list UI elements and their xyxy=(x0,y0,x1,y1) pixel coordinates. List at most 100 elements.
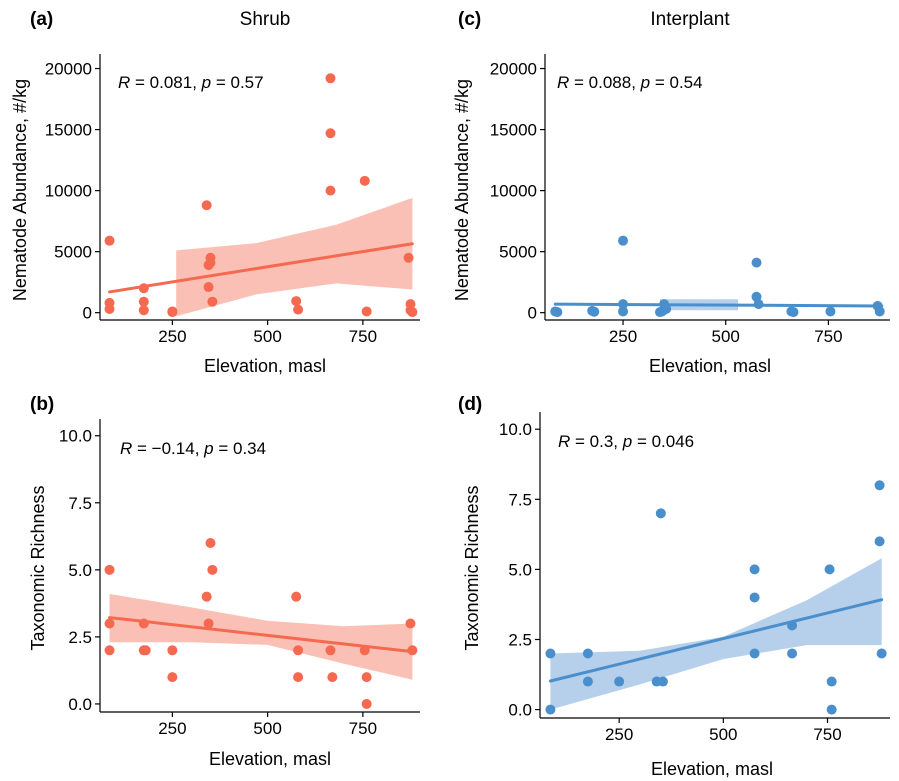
y-tick-label: 5000 xyxy=(54,243,92,262)
data-point xyxy=(582,676,593,687)
panel-letter: (d) xyxy=(458,394,482,415)
y-tick-label: 0 xyxy=(83,304,92,323)
data-point xyxy=(104,618,115,629)
stat-equals: = xyxy=(569,73,588,92)
confidence-band xyxy=(109,594,413,680)
data-point xyxy=(207,564,218,575)
data-point xyxy=(203,282,214,293)
data-point xyxy=(205,257,216,268)
data-point xyxy=(138,283,149,294)
stat-equals: = xyxy=(214,439,233,458)
x-axis-label: Elevation, masl xyxy=(204,356,326,376)
data-point xyxy=(325,128,336,139)
x-tick-label: 250 xyxy=(158,719,186,738)
data-point xyxy=(167,672,178,683)
data-point xyxy=(753,299,764,310)
y-tick-label: 7.5 xyxy=(68,494,92,513)
data-point xyxy=(361,672,372,683)
data-point xyxy=(138,296,149,307)
axes: 250 500 750 0.0 2.5 5.0 7.5 10.0 xyxy=(59,419,420,738)
data-point xyxy=(138,618,149,629)
y-axis-label: Taxonomic Richness xyxy=(462,485,482,650)
data-point xyxy=(545,704,556,715)
data-point xyxy=(874,480,885,491)
data-point xyxy=(359,175,370,186)
x-tick-label: 750 xyxy=(813,725,841,744)
y-tick-label: 20000 xyxy=(490,60,537,79)
y-tick-label: 10000 xyxy=(490,182,537,201)
data-point xyxy=(614,676,625,687)
data-point xyxy=(104,235,115,246)
data-point xyxy=(359,645,370,656)
y-tick-label: 15000 xyxy=(45,121,92,140)
panel-title: Shrub xyxy=(240,9,291,30)
stat-p-value: 0.046 xyxy=(652,432,695,451)
regression-line xyxy=(548,598,884,683)
stat-p-symbol: p xyxy=(640,73,650,92)
stat-separator: , xyxy=(192,73,201,92)
data-point xyxy=(167,307,178,318)
confidence-band xyxy=(550,558,882,710)
data-point xyxy=(293,672,304,683)
x-tick-label: 500 xyxy=(712,327,740,346)
x-tick-label: 250 xyxy=(605,725,633,744)
y-tick-label: 2.5 xyxy=(68,628,92,647)
y-tick-label: 10.0 xyxy=(499,420,532,439)
stat-p-symbol: p xyxy=(622,432,632,451)
axes: 250 500 750 0.0 2.5 5.0 7.5 10.0 xyxy=(499,412,890,744)
data-point xyxy=(826,676,837,687)
data-point xyxy=(361,698,372,709)
stat-annotation: R = 0.081, p = 0.57 xyxy=(118,73,264,92)
data-point xyxy=(618,306,629,317)
stat-r-symbol: R xyxy=(558,432,570,451)
regression-line xyxy=(553,302,884,308)
x-axis-label: Elevation, masl xyxy=(209,749,331,769)
y-tick-label: 2.5 xyxy=(508,630,532,649)
data-point xyxy=(104,645,115,656)
x-tick-label: 500 xyxy=(253,719,281,738)
regression-line xyxy=(108,616,414,654)
data-point xyxy=(207,296,218,307)
data-point xyxy=(201,200,212,211)
stat-p-value: 0.57 xyxy=(231,73,264,92)
data-point xyxy=(787,648,798,659)
data-point xyxy=(661,304,672,315)
y-axis-label: Nematode Abundance, #/kg xyxy=(452,79,472,301)
stat-p-symbol: p xyxy=(203,439,213,458)
panel-a: 250 500 750 0 5000 10000 15000 20000 Elevation, … xyxy=(10,9,420,376)
y-tick-label: 7.5 xyxy=(508,490,532,509)
data-point xyxy=(205,538,216,549)
data-point xyxy=(749,648,760,659)
data-point xyxy=(788,307,799,318)
data-point xyxy=(104,564,115,575)
stat-p-value: 0.34 xyxy=(233,439,266,458)
x-tick-label: 250 xyxy=(609,327,637,346)
regression-line xyxy=(108,242,414,294)
stat-r-symbol: R xyxy=(118,73,130,92)
stat-equals: = xyxy=(211,73,230,92)
y-tick-label: 10000 xyxy=(45,182,92,201)
panel-d: 250 500 750 0.0 2.5 5.0 7.5 10.0 Elevation, masl… xyxy=(458,394,890,779)
panel-letter: (b) xyxy=(30,394,54,415)
data-point xyxy=(403,252,414,263)
data-point xyxy=(138,305,149,316)
data-point xyxy=(104,304,115,315)
y-tick-label: 0.0 xyxy=(68,695,92,714)
data-point xyxy=(201,591,212,602)
y-tick-label: 5000 xyxy=(499,243,537,262)
data-point xyxy=(589,306,600,317)
stat-equals: = xyxy=(632,432,651,451)
stat-p-value: 0.54 xyxy=(670,73,703,92)
stat-annotation: R = −0.14, p = 0.34 xyxy=(120,439,266,458)
confidence-band xyxy=(176,197,413,317)
stat-equals: = xyxy=(130,73,149,92)
stat-equals: = xyxy=(570,432,589,451)
stat-equals: = xyxy=(132,439,151,458)
y-tick-label: 5.0 xyxy=(68,561,92,580)
stat-p-symbol: p xyxy=(201,73,211,92)
x-tick-label: 750 xyxy=(349,327,377,346)
data-point xyxy=(291,591,302,602)
data-point xyxy=(325,645,336,656)
data-point xyxy=(203,618,214,629)
